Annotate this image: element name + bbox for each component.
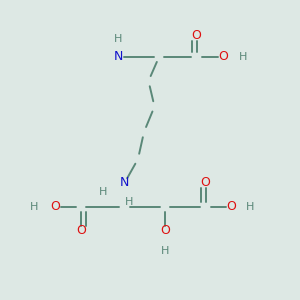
Text: N: N: [114, 50, 123, 64]
Text: O: O: [51, 200, 60, 214]
Text: O: O: [226, 200, 236, 214]
Text: H: H: [125, 196, 133, 207]
Text: H: H: [246, 202, 255, 212]
Text: O: O: [201, 176, 210, 190]
Text: H: H: [114, 34, 123, 44]
Text: H: H: [161, 245, 169, 256]
Text: H: H: [30, 202, 39, 212]
Text: H: H: [239, 52, 247, 62]
Text: O: O: [219, 50, 228, 64]
Text: N: N: [120, 176, 129, 190]
Text: O: O: [192, 29, 201, 42]
Text: H: H: [99, 187, 108, 197]
Text: O: O: [160, 224, 170, 238]
Text: O: O: [76, 224, 86, 238]
